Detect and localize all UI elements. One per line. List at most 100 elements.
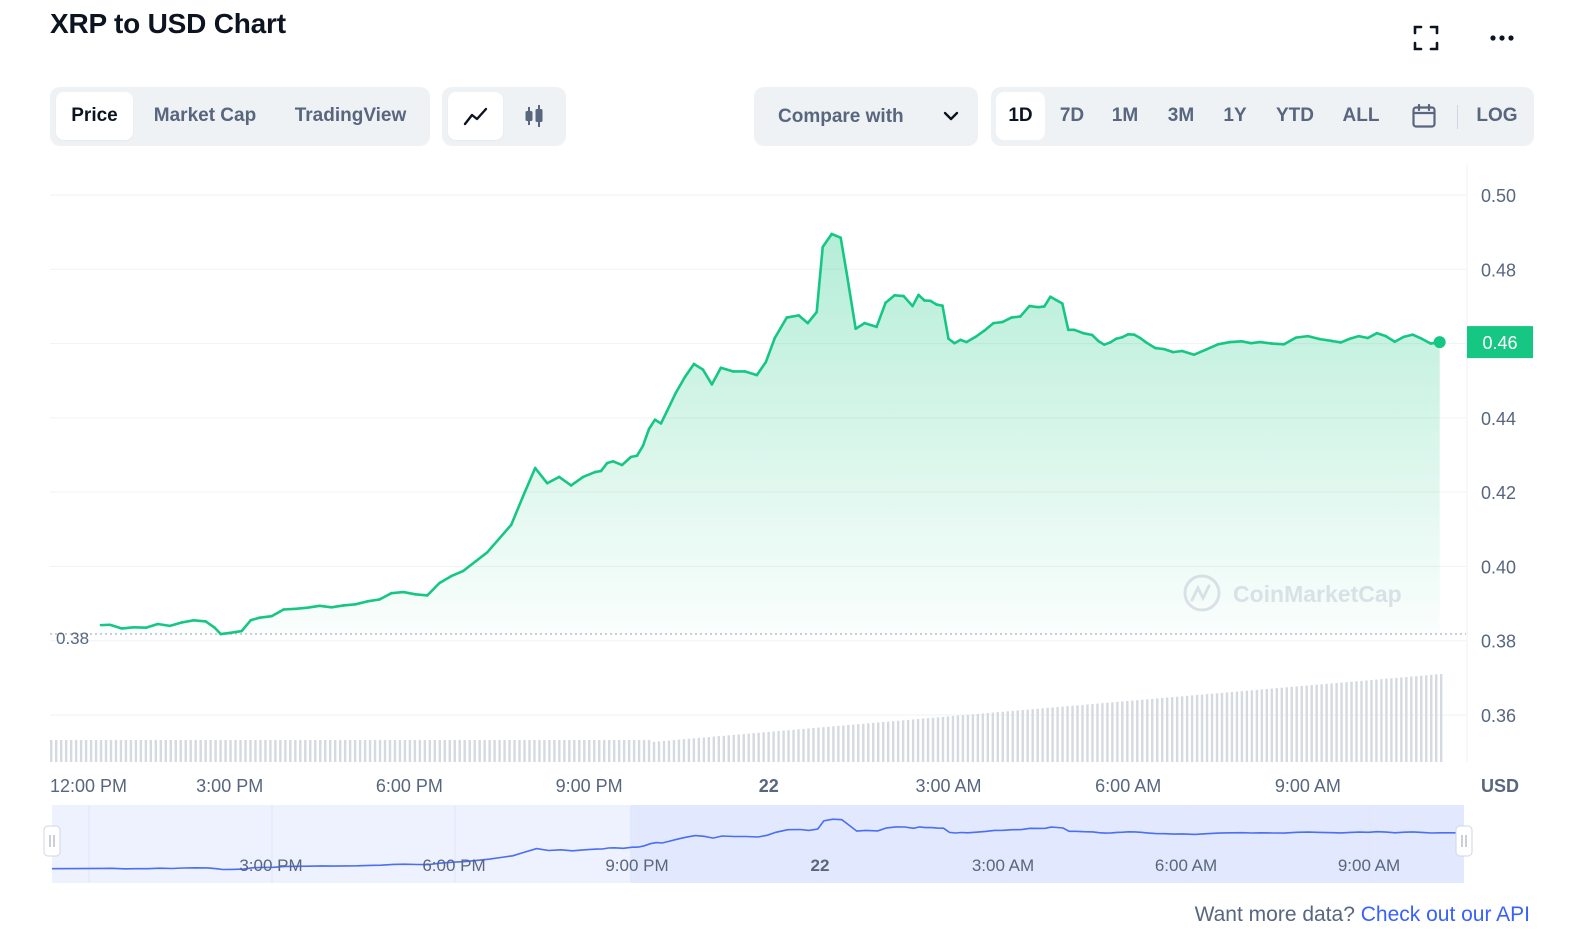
more-options-icon[interactable] — [1486, 22, 1518, 54]
volume-bar — [398, 740, 402, 762]
volume-bar — [74, 740, 78, 762]
volume-bar — [1245, 690, 1249, 762]
range-7d[interactable]: 7D — [1059, 105, 1085, 126]
volume-bar — [309, 740, 312, 762]
price-line-segment — [710, 366, 723, 386]
price-line-segment — [569, 475, 585, 487]
volume-bar — [787, 730, 790, 762]
volume-bar — [1250, 690, 1254, 762]
y-tick-label: 0.44 — [1481, 409, 1516, 429]
chevron-down-icon — [943, 111, 959, 121]
volume-bar — [99, 740, 103, 762]
volume-bar — [672, 740, 676, 762]
range-3m[interactable]: 3M — [1167, 105, 1195, 126]
range-ytd[interactable]: YTD — [1276, 105, 1314, 126]
volume-bar — [1180, 696, 1184, 762]
volume-bar — [627, 740, 631, 762]
volume-bar — [1056, 707, 1059, 762]
volume-bar — [956, 715, 960, 762]
volume-bar — [1081, 704, 1084, 762]
volume-bar — [383, 740, 387, 762]
volume-bar — [149, 740, 153, 762]
volume-bar — [543, 740, 546, 762]
volume-bar — [1126, 701, 1129, 762]
volume-bar — [717, 736, 720, 762]
price-line-segment — [884, 293, 896, 305]
price-line-segment — [120, 626, 136, 630]
volume-bar — [299, 740, 302, 762]
volume-bar — [124, 740, 128, 762]
volume-bar — [712, 736, 716, 762]
volume-bar — [478, 740, 481, 762]
volume-bar — [1046, 707, 1049, 762]
tab-tradingview[interactable]: TradingView — [294, 105, 407, 126]
volume-bar — [114, 740, 118, 762]
navigator — [51, 805, 1464, 883]
candlestick-icon — [525, 105, 543, 127]
x-tick-label: 9:00 AM — [1275, 776, 1341, 796]
price-line-segment — [1180, 349, 1196, 357]
price-line-segment — [773, 316, 789, 340]
volume-bar — [204, 740, 207, 762]
volume-bar — [792, 729, 795, 762]
price-line-segment — [402, 590, 417, 596]
range-1d[interactable]: 1D — [996, 92, 1045, 140]
volume-bar — [363, 740, 367, 762]
price-line-segment — [258, 614, 273, 619]
line-chart-button[interactable] — [448, 92, 503, 140]
tab-price[interactable]: Price — [56, 92, 133, 140]
price-line-segment — [156, 622, 172, 628]
volume-bar — [403, 740, 407, 762]
volume-bar — [772, 731, 775, 762]
price-line-segment — [450, 569, 465, 578]
volume-bar — [508, 740, 511, 762]
volume-bar — [807, 728, 810, 762]
price-chart[interactable]: 0.500.480.460.440.420.400.380.360.380.46… — [0, 0, 1570, 900]
candlestick-button[interactable] — [508, 92, 560, 140]
volume-bar — [782, 730, 785, 762]
api-link[interactable]: Check out our API — [1360, 903, 1530, 926]
volume-bar — [1051, 707, 1054, 762]
navigator-handle-right[interactable] — [1455, 825, 1473, 857]
volume-bar — [1365, 680, 1368, 762]
range-1m[interactable]: 1M — [1111, 105, 1139, 126]
volume-bar — [1360, 680, 1363, 762]
volume-bar — [578, 740, 581, 762]
volume-bar — [214, 740, 217, 762]
volume-bar — [169, 740, 172, 762]
range-1y[interactable]: 1Y — [1223, 105, 1247, 126]
price-line-segment — [902, 294, 914, 308]
volume-bar — [179, 740, 182, 762]
range-all[interactable]: ALL — [1342, 105, 1380, 126]
volume-bar — [1300, 686, 1303, 762]
volume-bar — [274, 740, 277, 762]
navigator-handle-left[interactable] — [43, 825, 61, 857]
volume-bar — [558, 740, 561, 762]
volume-bar — [936, 717, 940, 762]
volume-bar — [488, 740, 491, 762]
price-line-segment — [1072, 328, 1085, 335]
volume-bar — [413, 740, 417, 762]
log-scale-toggle[interactable]: LOG — [1476, 105, 1518, 126]
volume-bar — [279, 740, 282, 762]
volume-bar — [393, 740, 397, 762]
price-line-segment — [192, 618, 208, 623]
fullscreen-icon[interactable] — [1410, 22, 1442, 54]
volume-bar — [1001, 711, 1004, 762]
price-line-segment — [497, 523, 513, 540]
volume-bar — [1375, 679, 1378, 762]
volume-bar — [593, 740, 596, 762]
volume-bar — [1136, 700, 1139, 762]
date-picker-button[interactable] — [1399, 92, 1449, 140]
price-line-segment — [318, 604, 333, 609]
volume-bar — [468, 740, 471, 762]
volume-bar — [1325, 683, 1328, 762]
x-tick-label: 12:00 PM — [50, 776, 127, 796]
volume-bar — [139, 740, 143, 762]
compare-dropdown[interactable]: Compare with — [754, 87, 978, 146]
volume-bar — [388, 740, 392, 762]
price-area — [100, 234, 1440, 635]
volume-bar — [652, 741, 656, 762]
y-tick-label: 0.50 — [1481, 186, 1516, 206]
tab-market-cap[interactable]: Market Cap — [153, 105, 257, 126]
